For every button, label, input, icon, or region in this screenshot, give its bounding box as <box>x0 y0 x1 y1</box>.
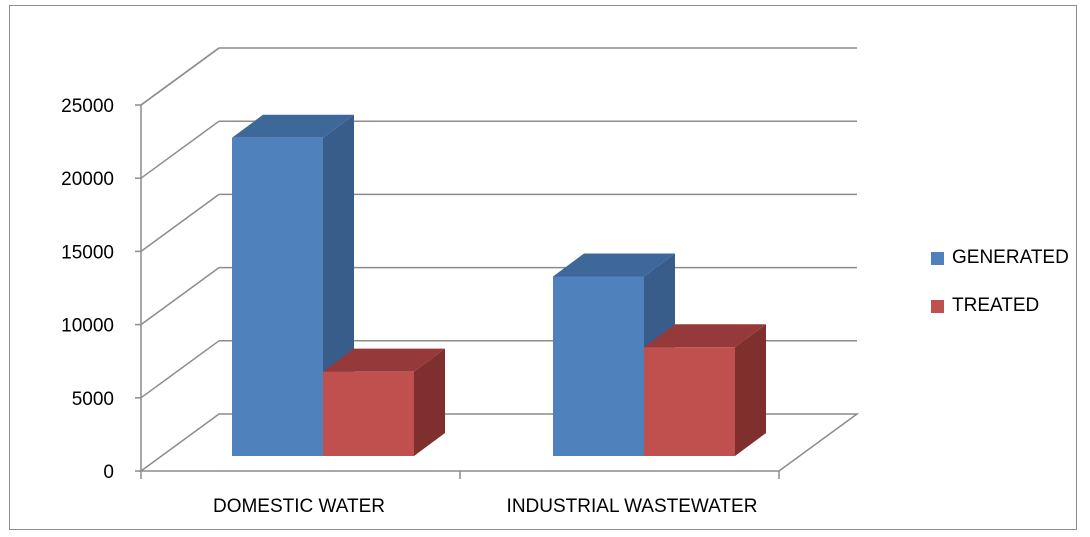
axis-labels: 0 5000 10000 15000 20000 25000 DOMESTIC WATER I… <box>61 96 757 517</box>
bar-top-treated <box>644 324 766 348</box>
chart-frame: 0 5000 10000 15000 20000 25000 DOMESTIC WATER I… <box>9 5 1077 530</box>
legend-label: GENERATED <box>952 247 1069 268</box>
legend-swatch <box>931 299 944 313</box>
legend-item: TREATED <box>931 291 1069 321</box>
axes <box>135 104 780 479</box>
bar-generated <box>553 276 644 456</box>
gridline-diagonal <box>140 47 220 106</box>
legend-label: TREATED <box>952 295 1040 316</box>
x-tick-label: DOMESTIC WATER <box>213 496 385 517</box>
y-tick-label: 10000 <box>61 316 114 337</box>
y-tick-label: 5000 <box>72 389 114 410</box>
bar-side-treated <box>414 348 445 456</box>
legend-item: GENERATED <box>931 243 1069 273</box>
bar-top-generated <box>232 114 354 138</box>
bar-generated <box>232 137 323 456</box>
legend: GENERATED TREATED <box>931 243 1069 339</box>
y-tick-label: 0 <box>103 462 114 483</box>
y-tick-label: 15000 <box>61 242 114 263</box>
legend-swatch <box>931 251 944 265</box>
gridline-diagonal <box>140 340 220 399</box>
x-tick-label: INDUSTRIAL WASTEWATER <box>507 496 758 517</box>
bar-treated <box>323 371 414 456</box>
bar-top-generated <box>553 253 675 277</box>
floor <box>138 413 860 472</box>
gridline-diagonal <box>140 193 220 253</box>
bar-treated <box>644 347 735 456</box>
bars <box>232 114 766 456</box>
y-tick-label: 20000 <box>61 169 114 190</box>
y-tick-label: 25000 <box>61 96 114 117</box>
bar-chart: 0 5000 10000 15000 20000 25000 DOMESTIC WATER I… <box>61 47 860 517</box>
bar-top-treated <box>323 348 445 372</box>
gridline-diagonal <box>140 266 220 326</box>
gridline-diagonal <box>140 120 220 179</box>
bar-side-treated <box>735 324 766 456</box>
